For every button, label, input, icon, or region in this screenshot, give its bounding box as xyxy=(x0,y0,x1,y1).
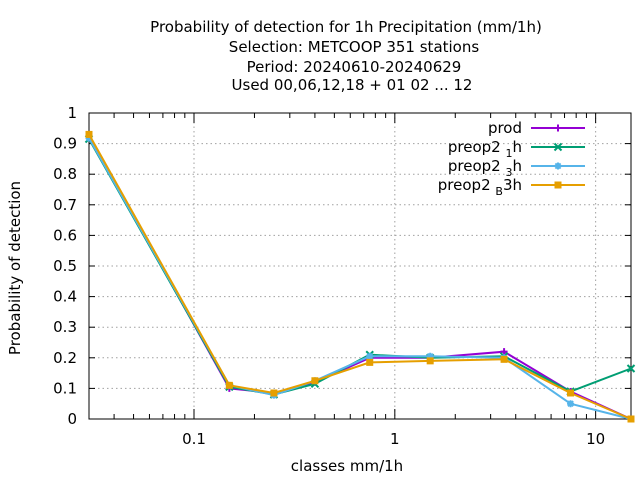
title-line-1: Probability of detection for 1h Precipit… xyxy=(150,18,542,36)
data-point xyxy=(85,130,93,138)
data-point xyxy=(500,348,508,356)
legend-item-4: preop2 B3h xyxy=(438,176,585,198)
legend-label: preop2 1h xyxy=(448,138,522,160)
y-tick-label: 0.4 xyxy=(53,288,77,306)
title-line-3: Period: 20240610-20240629 xyxy=(247,58,462,76)
legend-marker xyxy=(553,142,563,152)
legend-label: prod xyxy=(488,119,522,137)
data-point xyxy=(426,357,434,365)
series-layer xyxy=(84,130,636,423)
series-line xyxy=(88,135,632,420)
y-tick-label: 0 xyxy=(67,410,77,428)
axes: 0 0.1 0.2 0.3 0.4 0.5 0.6 0.7 0.8 0.9 1 0.1 1 10 xyxy=(53,104,632,448)
legend-label: preop2 3h xyxy=(448,157,522,179)
legend-item-3: preop2 3h xyxy=(448,157,585,179)
data-point xyxy=(85,134,93,142)
x-tick-label: 10 xyxy=(586,430,605,448)
legend-item-1: prod xyxy=(488,119,585,137)
grid xyxy=(89,113,631,419)
legend-marker xyxy=(554,162,562,170)
data-point xyxy=(567,400,575,408)
legend-label: preop2 B3h xyxy=(438,176,522,198)
y-tick-label: 0.2 xyxy=(53,349,77,367)
y-axis-label: Probability of detection xyxy=(6,181,24,355)
title-line-4: Used 00,06,12,18 + 01 02 ... 12 xyxy=(232,76,473,94)
y-tick-label: 1 xyxy=(67,104,77,122)
data-point xyxy=(225,381,233,389)
y-tick-label: 0.8 xyxy=(53,165,77,183)
y-tick-label: 0.9 xyxy=(53,135,77,153)
series-3 xyxy=(85,134,635,423)
data-point xyxy=(366,352,374,360)
data-point xyxy=(270,389,278,397)
data-point xyxy=(311,377,319,385)
y-tick-label: 0.7 xyxy=(53,196,77,214)
y-tick-label: 0.6 xyxy=(53,226,77,244)
series-2 xyxy=(84,134,636,399)
y-tick-label: 0.3 xyxy=(53,318,77,336)
data-point xyxy=(500,355,508,363)
y-tick-label: 0.5 xyxy=(53,257,77,275)
legend-marker xyxy=(554,181,562,189)
data-point xyxy=(626,364,636,373)
x-axis-label: classes mm/1h xyxy=(291,457,403,475)
data-point xyxy=(627,415,635,423)
series-line xyxy=(88,133,632,420)
legend-item-2: preop2 1h xyxy=(448,138,585,160)
y-tick-label: 0.1 xyxy=(53,379,77,397)
x-tick-label: 0.1 xyxy=(182,430,206,448)
title-line-2: Selection: METCOOP 351 stations xyxy=(229,38,480,56)
chart-title: Probability of detection for 1h Precipit… xyxy=(150,18,542,94)
series-4 xyxy=(85,130,635,423)
data-point xyxy=(366,358,374,366)
data-point xyxy=(426,352,434,360)
data-point xyxy=(567,389,575,397)
series-line xyxy=(88,138,632,396)
legend-marker xyxy=(554,124,562,132)
x-tick-label: 1 xyxy=(390,430,400,448)
